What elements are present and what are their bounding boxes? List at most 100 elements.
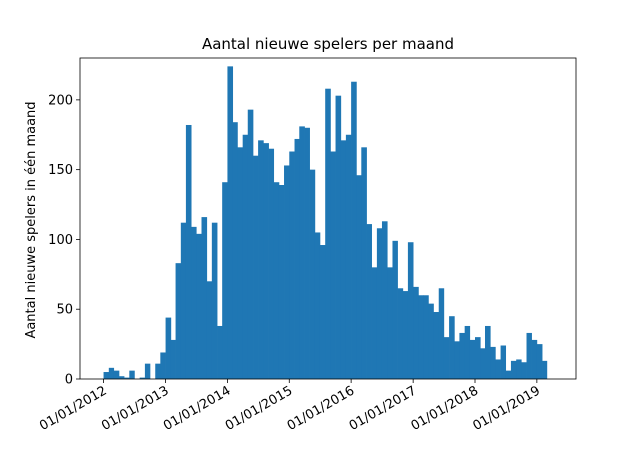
histogram-bar (521, 362, 527, 379)
histogram-bar (289, 151, 295, 379)
chart-title: Aantal nieuwe spelers per maand (202, 35, 454, 53)
histogram-bar (206, 281, 213, 379)
histogram-bar (155, 363, 161, 379)
histogram-bar (175, 263, 182, 379)
histogram-bar (284, 165, 290, 379)
histogram-bar (428, 303, 434, 379)
x-tick-label: 01/01/2018 (409, 383, 481, 433)
histogram-bar (371, 267, 378, 379)
histogram-bar (165, 317, 172, 379)
histogram-bar (180, 222, 187, 379)
histogram-bar (351, 81, 357, 379)
histogram-bar (314, 232, 321, 379)
x-tick-label: 01/01/2019 (470, 383, 542, 433)
histogram-bar (413, 286, 419, 379)
histogram-bar (268, 148, 275, 379)
histogram-bar (407, 242, 414, 379)
y-tick-label: 150 (48, 163, 73, 178)
histogram-bar (500, 345, 507, 379)
histogram-bar (217, 325, 223, 379)
histogram-bar (263, 143, 269, 379)
histogram-bar (222, 182, 228, 379)
x-tick-label: 01/01/2012 (37, 383, 109, 433)
histogram-bar (510, 360, 517, 379)
histogram-bar (211, 222, 218, 379)
histogram-bar (438, 288, 445, 379)
histogram-bar (387, 267, 393, 379)
histogram-bar (247, 109, 254, 379)
histogram-bar (345, 134, 352, 379)
histogram-bar (253, 155, 259, 379)
histogram-bar (237, 147, 244, 379)
x-tick-label: 01/01/2017 (347, 383, 419, 433)
histogram-bar (526, 332, 532, 379)
histogram-bar (356, 175, 362, 379)
histogram-bar (516, 359, 522, 379)
histogram-bar (118, 376, 125, 379)
histogram-bar (449, 316, 455, 379)
histogram-bar (299, 126, 305, 379)
histogram-bar (376, 228, 383, 379)
y-tick-label: 0 (65, 373, 73, 388)
y-axis-label: Aantal nieuwe spelers in één maand (24, 101, 39, 338)
x-tick-label: 01/01/2014 (161, 383, 233, 433)
histogram-bar (124, 377, 130, 379)
histogram-bar (340, 140, 347, 379)
y-tick-label: 100 (48, 233, 73, 248)
histogram-bar (454, 341, 460, 379)
histogram-bar (160, 352, 166, 379)
histogram-bar (418, 295, 424, 379)
histogram-bar (423, 295, 429, 379)
plot-frame (79, 57, 577, 380)
histogram-bar (185, 124, 192, 380)
histogram-bar (273, 182, 280, 379)
histogram-bar (366, 224, 372, 379)
histogram-bar (459, 332, 466, 379)
histogram-bar (139, 377, 146, 379)
histogram-bar (278, 185, 285, 379)
histogram-bar (304, 127, 310, 379)
histogram-bar (433, 312, 440, 379)
bars-group (103, 66, 548, 380)
histogram-bar (258, 140, 264, 379)
histogram-bar (443, 337, 450, 379)
histogram-bar (397, 288, 404, 379)
histogram-bar (495, 359, 501, 379)
histogram-bar (232, 122, 238, 379)
histogram-bar (480, 348, 486, 379)
y-tick-label: 200 (48, 93, 73, 108)
histogram-bar (531, 339, 538, 379)
histogram-bar (108, 367, 115, 379)
histogram-bar (294, 138, 300, 379)
histogram-bar (103, 372, 110, 379)
histogram-bar (485, 325, 491, 379)
histogram-bar (144, 363, 151, 379)
histogram-bar (319, 245, 326, 379)
histogram-bar (392, 240, 398, 379)
histogram-bar (381, 221, 388, 379)
histogram-bar (490, 346, 496, 379)
histogram-bar (129, 370, 135, 379)
histogram-bar (469, 339, 476, 379)
histogram-bar (201, 217, 208, 379)
x-tick-label: 01/01/2015 (223, 383, 295, 433)
histogram-bar (309, 169, 316, 379)
histogram-bar (325, 88, 331, 379)
histogram-bar (542, 360, 548, 379)
histogram-bar (227, 66, 234, 380)
histogram-bar (242, 134, 249, 379)
histogram-bar (464, 325, 471, 379)
x-tick-label: 01/01/2013 (99, 383, 171, 433)
histogram-bar (536, 344, 543, 379)
histogram-bar (361, 147, 367, 379)
histogram-bar (330, 151, 336, 379)
histogram-bar (113, 370, 120, 379)
histogram-bar (475, 337, 481, 379)
histogram-bar (196, 233, 202, 379)
histogram-bar (191, 226, 197, 379)
histogram-bar (505, 370, 512, 379)
y-tick-label: 50 (56, 303, 73, 318)
histogram-bar (402, 291, 409, 379)
